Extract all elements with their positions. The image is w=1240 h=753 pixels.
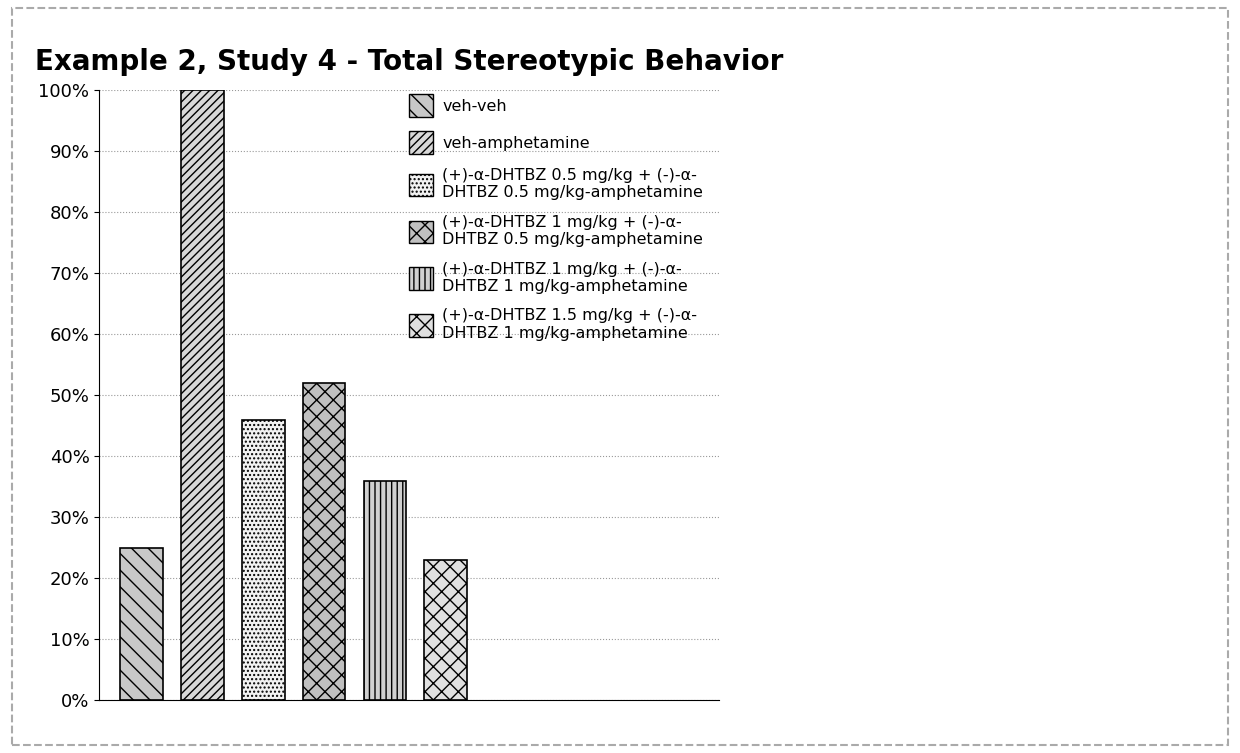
Bar [242, 419, 285, 700]
Legend: veh-veh, veh-amphetamine, (+)-α-DHTBZ 0.5 mg/kg + (-)-α-
DHTBZ 0.5 mg/kg-ampheta: veh-veh, veh-amphetamine, (+)-α-DHTBZ 0.… [401, 86, 712, 349]
Bar [181, 90, 223, 700]
Bar [120, 548, 162, 700]
Title: Example 2, Study 4 - Total Stereotypic Behavior: Example 2, Study 4 - Total Stereotypic B… [35, 47, 784, 75]
Bar [363, 480, 407, 700]
Bar [424, 560, 467, 700]
Bar [303, 383, 346, 700]
